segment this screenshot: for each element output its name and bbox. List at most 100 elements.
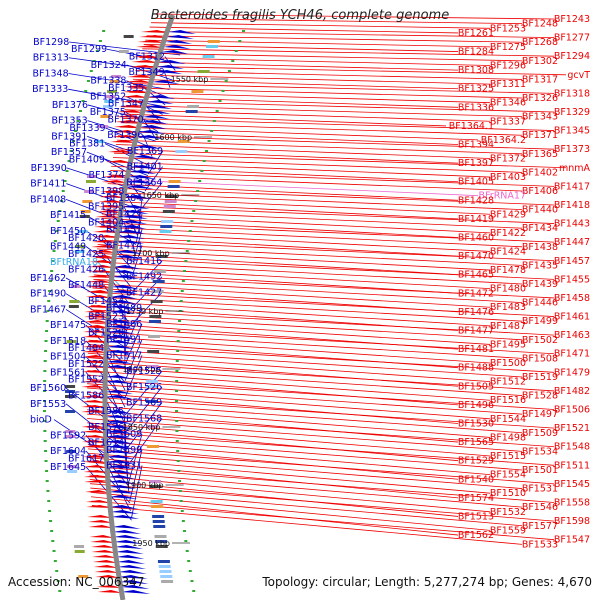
gc-track-mark xyxy=(175,410,179,412)
reverse-gene-arrow xyxy=(85,295,112,298)
forward-gene-arrow xyxy=(108,485,137,489)
forward-gene-arrow xyxy=(117,565,147,569)
forward-gene-arrow xyxy=(105,425,134,429)
right-gene-label: BF1403 xyxy=(490,172,526,183)
forward-gene-arrow xyxy=(142,115,170,119)
tick-label: 1850 kbp xyxy=(123,423,161,432)
right-leader-line xyxy=(117,135,555,150)
right-leader-line xyxy=(139,57,491,66)
forward-gene-arrow xyxy=(134,145,163,149)
gc-track-mark xyxy=(48,290,52,292)
right-leader-line xyxy=(105,196,491,215)
right-gene-label: BF1540 xyxy=(458,474,494,485)
gc-track-mark xyxy=(188,230,192,232)
right-gene-label: BF1480 xyxy=(490,284,526,295)
right-gene-label: BF1479 xyxy=(554,367,590,378)
right-gene-label: BF1496 xyxy=(458,400,494,411)
annotation-track-bar xyxy=(148,480,161,483)
right-gene-label: BF1343 xyxy=(522,112,558,123)
reverse-gene-arrow xyxy=(87,275,114,278)
gc-track-mark xyxy=(43,360,47,362)
forward-gene-arrow xyxy=(112,270,141,274)
gc-track-mark xyxy=(180,290,184,292)
reverse-gene-arrow xyxy=(89,535,116,538)
right-leader-line xyxy=(124,109,491,122)
gc-track-mark xyxy=(207,140,211,142)
right-leader-line xyxy=(142,48,555,57)
right-leader-line xyxy=(140,52,523,62)
gc-track-mark xyxy=(47,500,51,502)
accession-text: Accession: NC_006347 xyxy=(8,575,145,589)
reverse-gene-arrow xyxy=(137,40,166,43)
right-gene-label: BF1482 xyxy=(554,386,590,397)
right-leader-line xyxy=(112,161,491,178)
right-gene-label: BF1443 xyxy=(554,219,590,230)
gc-track-mark xyxy=(187,240,191,242)
right-gene-label: BF1364.1 xyxy=(449,121,494,132)
annotation-track-bar xyxy=(177,140,190,143)
forward-gene-arrow xyxy=(127,175,156,179)
left-gene-label: BF1586 xyxy=(68,390,104,401)
right-leader-line xyxy=(114,148,459,164)
right-leader-line xyxy=(115,144,491,159)
left-gene-label: BF1475 xyxy=(50,320,86,331)
gc-track-mark xyxy=(65,170,69,172)
left-gene-label: BF1448 xyxy=(68,280,104,291)
gc-track-mark xyxy=(196,190,200,192)
right-gene-label: BF1534 xyxy=(522,446,558,457)
left-gene-label: BF1645 xyxy=(50,462,86,473)
right-leader-line xyxy=(97,248,491,271)
forward-gene-arrow xyxy=(110,285,139,289)
reverse-gene-arrow xyxy=(119,100,148,103)
annotation-track-bar xyxy=(150,300,163,303)
right-gene-label: BF1434 xyxy=(522,223,558,234)
gc-track-mark xyxy=(177,470,181,472)
annotation-track-bar xyxy=(109,80,120,83)
left-gene-label: BF1390 xyxy=(31,163,67,174)
gc-track-mark xyxy=(179,300,183,302)
forward-gene-arrow xyxy=(130,165,158,169)
right-gene-label: BF1500 xyxy=(490,358,526,369)
gc-track-mark xyxy=(63,180,67,182)
left-leader-line xyxy=(141,182,163,209)
forward-gene-arrow xyxy=(106,465,136,469)
gc-track-mark xyxy=(188,570,192,572)
left-gene-label: BF1384 xyxy=(106,193,142,204)
right-gene-label: BF1311 xyxy=(490,79,526,90)
forward-gene-arrow xyxy=(155,70,183,74)
right-gene-label: BF1419 xyxy=(458,214,494,225)
forward-gene-arrow xyxy=(105,430,134,434)
reverse-gene-arrow xyxy=(90,545,117,548)
right-gene-label: BF1471 xyxy=(554,349,590,360)
forward-gene-arrow xyxy=(151,80,180,84)
forward-gene-arrow xyxy=(107,325,136,329)
right-leader-line xyxy=(152,17,523,25)
annotation-track-bar xyxy=(153,270,166,273)
right-gene-label: BF1457 xyxy=(554,256,590,267)
annotation-track-bar xyxy=(155,540,168,543)
right-leader-line xyxy=(87,374,459,406)
right-leader-line xyxy=(145,39,491,48)
gc-track-mark xyxy=(198,180,202,182)
annotation-track-bar xyxy=(79,215,90,218)
right-leader-line xyxy=(143,44,459,52)
forward-gene-arrow xyxy=(116,240,145,244)
annotation-track-bar xyxy=(118,50,129,53)
forward-gene-arrow xyxy=(110,290,139,294)
annotation-track-bar xyxy=(97,125,108,128)
right-gene-label: BF1439 xyxy=(522,279,558,290)
left-gene-label: BF1576 xyxy=(88,422,124,433)
gc-track-mark xyxy=(51,540,55,542)
annotation-track-bar xyxy=(74,550,85,553)
reverse-gene-arrow xyxy=(81,385,108,388)
right-gene-label: BF1513 xyxy=(458,511,494,522)
annotation-track-bar xyxy=(162,210,175,213)
annotation-track-bar xyxy=(164,200,177,203)
right-gene-label: BF1544 xyxy=(490,414,526,425)
right-leader-line xyxy=(148,30,555,38)
left-leader-line xyxy=(103,237,134,270)
right-gene-label: BF1405 xyxy=(458,177,494,188)
reverse-gene-arrow xyxy=(81,405,108,408)
right-gene-label: BF1275 xyxy=(490,42,526,53)
